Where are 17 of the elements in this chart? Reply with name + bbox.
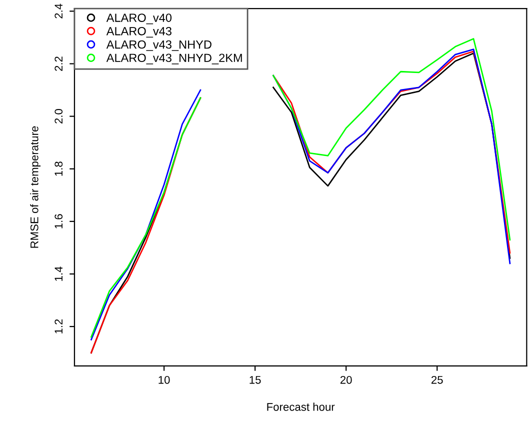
y-tick-label: 2.2: [54, 56, 62, 71]
x-axis-title: Forecast hour: [267, 402, 335, 411]
y-tick-label: 1.8: [54, 162, 63, 176]
x-tick-label: 25: [431, 376, 443, 384]
y-tick-label: 1.2: [54, 319, 62, 334]
legend-label: ALARO_v43: [106, 26, 172, 38]
x-tick-label: 10: [158, 376, 170, 384]
y-axis-title: RMSE of air temperature: [30, 126, 41, 248]
x-tick-label: 20: [340, 376, 352, 384]
legend-label: ALARO_v40: [106, 14, 172, 24]
legend-label: ALARO_v43_NHYD_2KM: [106, 54, 242, 64]
y-tick-label: 1.4: [54, 266, 62, 281]
x-tick-label: 15: [250, 376, 261, 384]
y-tick-label: 1.6: [54, 214, 63, 228]
y-tick-label: 2.0: [54, 109, 63, 124]
y-tick-label: 2.4: [54, 4, 62, 18]
legend-label: ALARO_v43_NHYD: [106, 40, 212, 51]
